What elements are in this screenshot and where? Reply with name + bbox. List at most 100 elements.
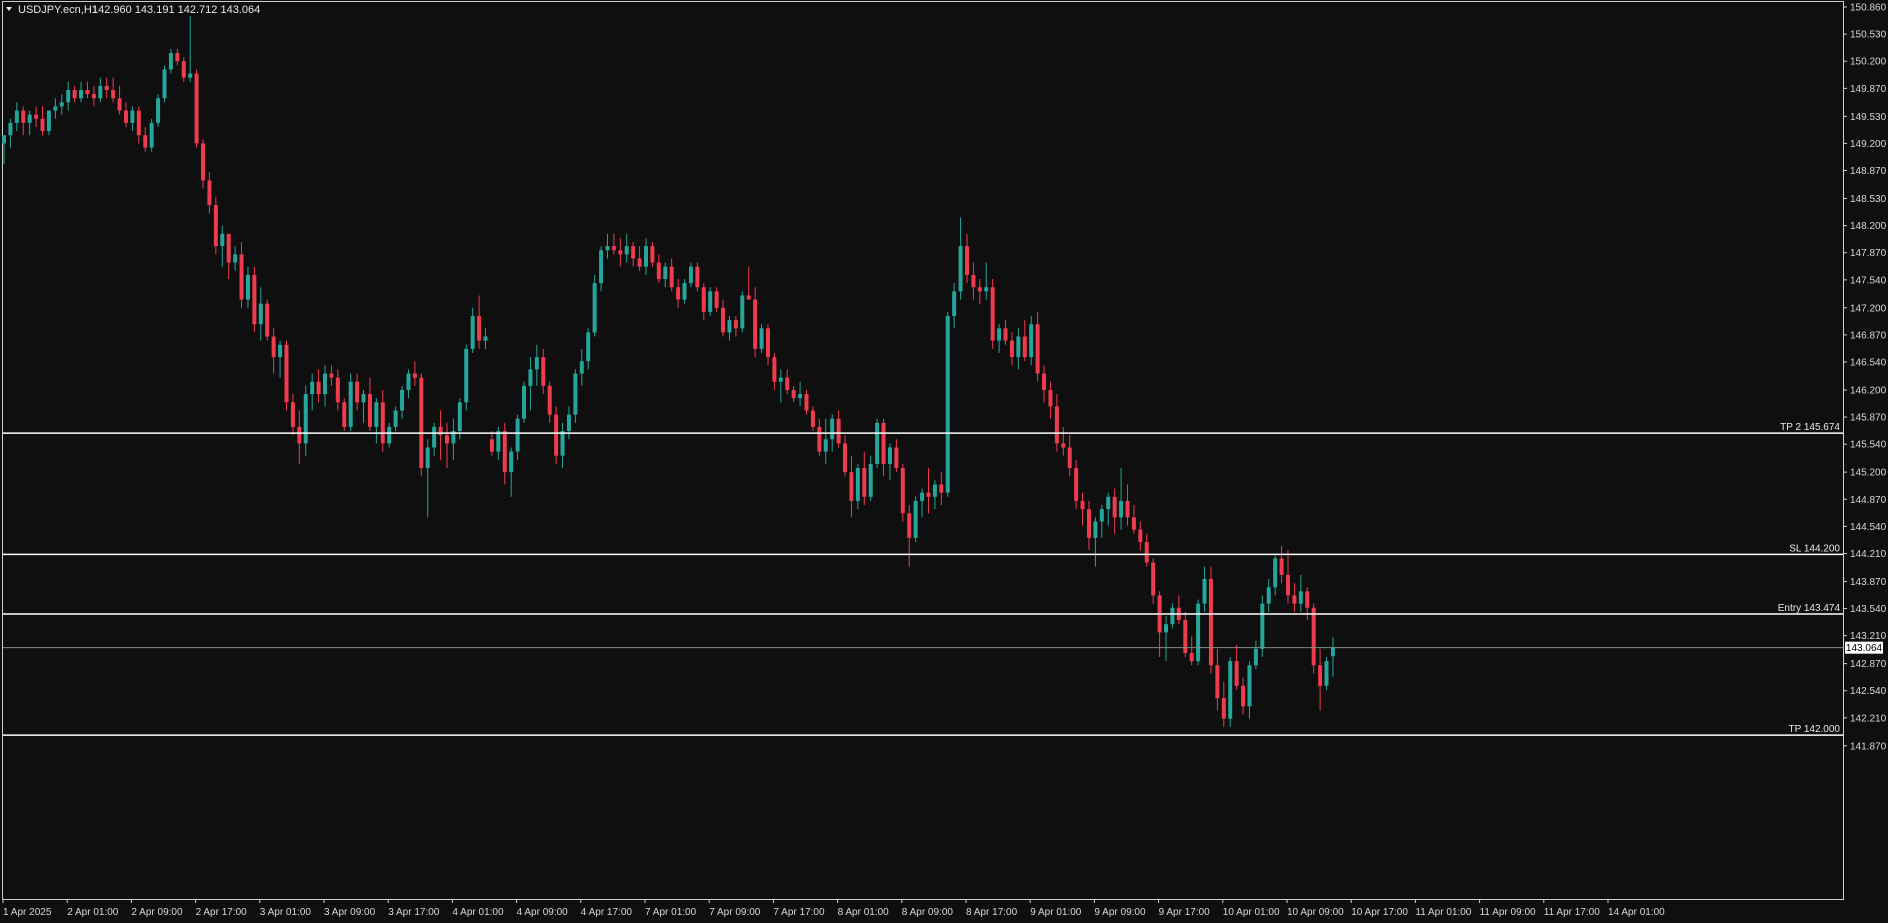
candle-body (143, 135, 148, 148)
y-tick-label: 144.540 (1850, 522, 1887, 533)
candle-body (875, 422, 880, 464)
candle (220, 225, 225, 267)
y-tick-label: 144.870 (1850, 495, 1887, 506)
candle (207, 172, 212, 214)
candle-body (785, 377, 790, 390)
candle (926, 468, 931, 514)
candle (920, 488, 925, 518)
candle (637, 246, 642, 271)
candle-body (1292, 595, 1297, 604)
candle (143, 126, 148, 152)
x-tick-label: 10 Apr 17:00 (1351, 907, 1408, 918)
candle (8, 118, 13, 148)
candle (656, 254, 661, 284)
candles-group (2, 16, 1335, 727)
candle-body (380, 402, 385, 444)
candle-body (534, 357, 539, 370)
candle-body (1234, 661, 1239, 686)
candle (265, 299, 270, 341)
level-line-group: Entry 143.474 (3, 603, 1843, 615)
candle (130, 106, 135, 132)
candle-body (271, 336, 276, 358)
candle (1221, 681, 1226, 727)
candle-body (727, 320, 732, 333)
candle-body (1042, 373, 1047, 390)
candle-body (1260, 603, 1265, 649)
y-tick-label: 145.870 (1850, 413, 1887, 424)
candle (740, 291, 745, 333)
candle (297, 410, 302, 464)
trade-levels: TP 2 145.674 SL 144.200 Entry 143.474 TP 14… (3, 422, 1843, 736)
candle (40, 106, 45, 136)
candle (1330, 637, 1335, 677)
candle-body (387, 426, 392, 444)
candle (1228, 657, 1233, 727)
candle-body (1208, 578, 1213, 666)
candle (323, 365, 327, 407)
candle (1170, 603, 1175, 629)
candle (1318, 648, 1323, 711)
candle-body (444, 435, 449, 444)
candle-body (740, 295, 745, 329)
y-tick-label: 142.210 (1850, 713, 1887, 724)
candle-body (451, 431, 456, 444)
candle-body (239, 254, 244, 300)
candle-body (1151, 562, 1156, 596)
candle (952, 283, 957, 329)
candle-body (438, 426, 443, 436)
candle-body (1054, 406, 1059, 444)
candle (1074, 459, 1079, 510)
candle (1042, 365, 1047, 403)
candle (117, 85, 122, 115)
candle (438, 410, 443, 460)
candle (477, 295, 482, 349)
y-tick-label: 146.200 (1850, 385, 1887, 396)
candle (669, 258, 674, 292)
candle (579, 348, 584, 386)
candle (239, 242, 244, 308)
candle-body (207, 180, 212, 206)
candle (984, 262, 989, 300)
candle-body (457, 402, 462, 432)
candle (1266, 578, 1271, 612)
candle (515, 414, 520, 460)
candle-body (772, 357, 777, 382)
candle (380, 389, 385, 452)
candle (1183, 611, 1188, 658)
level-label: TP 2 145.674 (1780, 422, 1840, 433)
candle (1164, 615, 1169, 662)
candle-body (323, 373, 327, 395)
candle-body (688, 266, 693, 284)
candle-body (810, 410, 815, 427)
candle (168, 48, 173, 74)
candle (586, 328, 591, 370)
candle-body (149, 122, 154, 148)
candle-body (573, 373, 578, 415)
level-line-group: TP 2 145.674 (3, 422, 1843, 434)
candle-body (547, 385, 552, 415)
candle-body (21, 110, 26, 123)
candle (310, 373, 315, 411)
candle (502, 422, 507, 485)
dropdown-triangle-icon[interactable] (6, 7, 12, 11)
candle (721, 299, 726, 337)
candle (444, 422, 449, 469)
candle-body (194, 73, 199, 144)
candle (522, 381, 527, 423)
candle-body (496, 431, 501, 452)
x-tick-label: 8 Apr 17:00 (966, 907, 1018, 918)
y-tick-label: 149.200 (1850, 139, 1887, 150)
candle-body (778, 377, 783, 382)
candle-body (952, 291, 957, 316)
candle-body (913, 500, 918, 538)
candle (798, 381, 803, 407)
candle-body (489, 439, 494, 452)
y-tick-label: 147.540 (1850, 275, 1887, 286)
x-tick-label: 2 Apr 17:00 (196, 907, 248, 918)
candle-body (1318, 665, 1323, 686)
candle (1016, 328, 1021, 370)
candle-body (868, 463, 873, 497)
candle (1202, 566, 1207, 612)
